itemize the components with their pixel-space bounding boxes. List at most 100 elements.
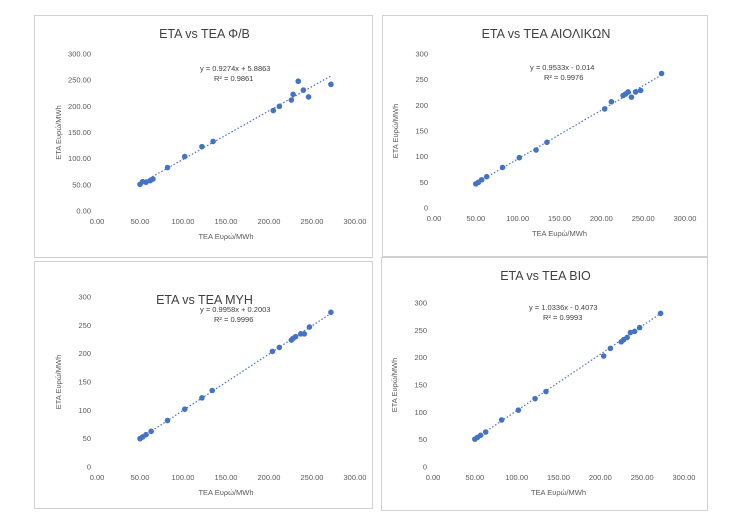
y-tick-label: 200.00: [68, 102, 91, 111]
y-tick-label: 50: [419, 435, 427, 444]
x-tick-label: 0.00: [90, 217, 105, 226]
y-tick-label: 50.00: [72, 180, 91, 189]
data-point: [477, 432, 484, 439]
data-point: [270, 107, 277, 114]
x-tick-label: 150.00: [215, 217, 238, 226]
data-point: [657, 310, 664, 317]
scatter-chart: ETA vs TEA ΜΥΗ 0 50 100 150 200 250 300 0.00 50.0…: [54, 293, 367, 498]
trendline-equation: y = 1.0336x - 0.4073: [529, 303, 598, 312]
data-point: [181, 153, 188, 160]
data-point: [543, 388, 549, 395]
data-point: [164, 164, 171, 171]
chart-title: ETA vs TEA ΜΥΗ: [156, 293, 253, 307]
x-tick-label: 100.00: [172, 473, 195, 482]
data-point: [636, 324, 643, 331]
data-point: [209, 387, 216, 394]
y-tick-label: 250: [78, 321, 91, 330]
data-point: [306, 324, 313, 330]
data-point: [269, 348, 276, 355]
r-squared-label: R² = 0.9861: [214, 74, 253, 83]
y-tick-label: 150: [78, 378, 91, 387]
x-tick-label: 50.00: [131, 217, 150, 226]
x-tick-label: 50.00: [131, 473, 150, 482]
data-point: [533, 147, 539, 153]
x-axis-label: TEA Ευρώ/MWh: [532, 229, 587, 238]
y-tick-label: 300: [414, 299, 427, 308]
data-point: [637, 87, 644, 94]
y-axis-label: ETA Ευρώ/MWh: [54, 355, 63, 410]
chart-panel-wind: ETA vs TEA ΑΙΟΛΙΚΩΝ 0 50 100 150 200 250 300 0.0…: [382, 15, 708, 257]
x-tick-label: 150.00: [548, 214, 571, 223]
data-point: [624, 334, 630, 341]
x-tick-label: 50.00: [466, 214, 485, 223]
y-tick-label: 250: [414, 326, 427, 335]
data-point: [288, 97, 295, 103]
x-tick-label: 300.00: [344, 217, 367, 226]
y-tick-label: 200: [414, 353, 427, 362]
chart-title: ETA vs TEA Φ/Β: [159, 27, 250, 41]
y-tick-label: 100: [415, 152, 428, 161]
data-point: [305, 94, 312, 100]
y-tick-label: 100: [78, 406, 91, 415]
r-squared-label: R² = 0.9976: [544, 73, 583, 82]
y-tick-label: 250.00: [68, 76, 91, 85]
data-point: [608, 98, 615, 105]
x-tick-label: 200.00: [258, 217, 281, 226]
data-point: [658, 70, 665, 77]
x-tick-label: 200.00: [589, 473, 612, 482]
y-axis-label: ETA Ευρώ/MWh: [54, 105, 63, 160]
x-tick-label: 300.00: [673, 473, 696, 482]
x-tick-label: 250.00: [301, 473, 324, 482]
data-point: [483, 173, 490, 180]
chart-panel-bio: ETA vs TEA ΒΙΟ 0 50 100 150 200 250 300 0.00 50.0…: [381, 257, 708, 511]
data-point: [499, 164, 506, 171]
y-tick-label: 0.00: [76, 207, 91, 216]
data-point: [143, 179, 149, 186]
data-point: [498, 417, 505, 423]
x-tick-label: 100.00: [505, 473, 528, 482]
x-tick-label: 100.00: [506, 214, 529, 223]
data-point: [276, 344, 283, 351]
x-tick-label: 150.00: [547, 473, 570, 482]
data-point: [632, 89, 639, 95]
data-point: [199, 143, 205, 150]
x-tick-label: 150.00: [215, 473, 238, 482]
data-point: [164, 417, 171, 424]
scatter-chart: ETA vs TEA ΒΙΟ 0 50 100 150 200 250 300 0.00 50.0…: [390, 269, 696, 497]
data-point: [295, 78, 302, 85]
x-tick-label: 0.00: [426, 473, 441, 482]
y-tick-label: 100: [414, 408, 427, 417]
x-axis-label: TEA Ευρώ/MWh: [198, 488, 253, 497]
trendline: [139, 75, 332, 185]
x-tick-label: 250.00: [631, 473, 654, 482]
chart-title: ETA vs TEA ΑΙΟΛΙΚΩΝ: [482, 27, 611, 41]
x-tick-label: 0.00: [90, 473, 105, 482]
y-tick-label: 50: [83, 434, 91, 443]
data-point: [301, 331, 308, 337]
x-axis-label: TEA Ευρώ/MWh: [531, 488, 586, 497]
data-point: [328, 81, 334, 88]
r-squared-label: R² = 0.9993: [543, 313, 582, 322]
scatter-chart: ETA vs TEA ΑΙΟΛΙΚΩΝ 0 50 100 150 200 250 300 0.0…: [391, 27, 697, 238]
y-tick-label: 0: [423, 463, 427, 472]
y-tick-label: 150.00: [68, 128, 91, 137]
x-tick-label: 200.00: [590, 214, 613, 223]
data-point: [532, 395, 538, 402]
y-tick-label: 150: [415, 127, 428, 136]
data-point: [210, 138, 216, 145]
trendline-equation: y = 0.9533x - 0.014: [530, 63, 594, 72]
data-point: [150, 176, 156, 182]
data-point: [607, 345, 614, 352]
data-point: [600, 353, 607, 359]
y-tick-label: 0: [424, 204, 428, 213]
x-axis-label: TEA Ευρώ/MWh: [198, 232, 253, 241]
y-tick-label: 0: [87, 463, 91, 472]
y-axis-label: ETA Ευρώ/MWh: [390, 358, 399, 413]
y-tick-label: 100.00: [68, 154, 91, 163]
x-tick-label: 250.00: [301, 217, 324, 226]
data-point: [328, 309, 334, 316]
x-tick-label: 300.00: [344, 473, 367, 482]
data-point: [292, 333, 299, 340]
x-tick-label: 300.00: [674, 214, 697, 223]
y-tick-label: 250: [415, 75, 428, 84]
